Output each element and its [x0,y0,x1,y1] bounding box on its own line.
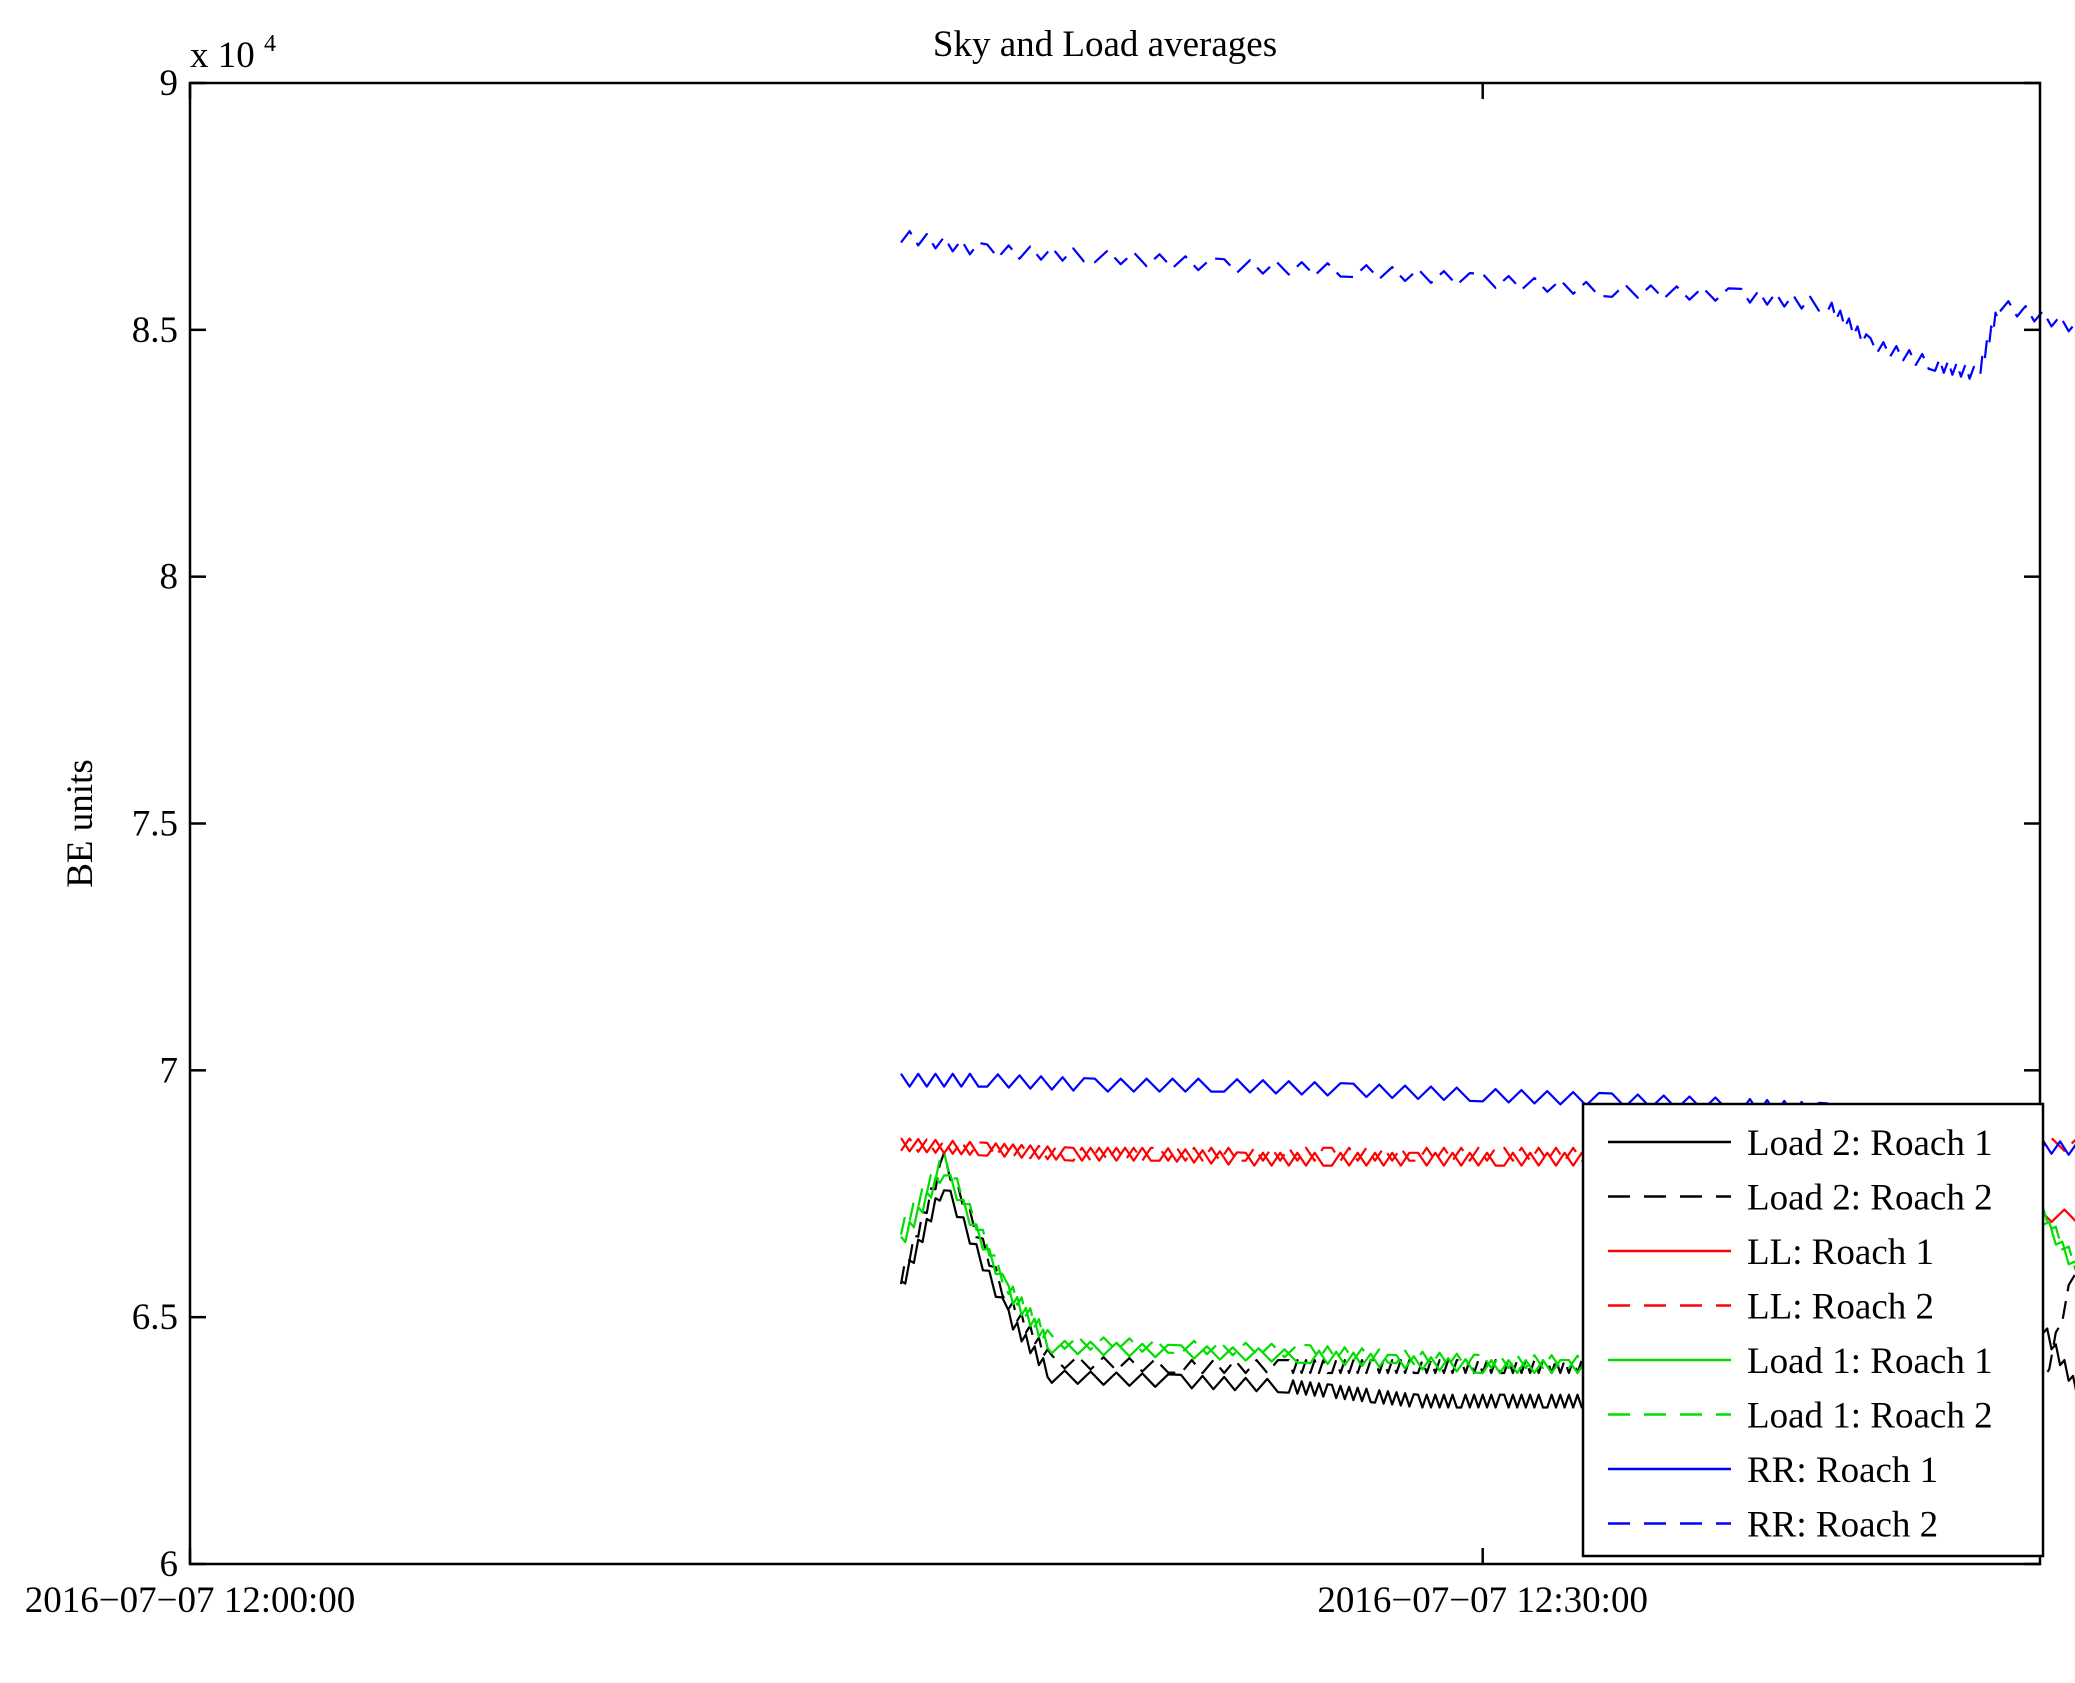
series-line-7 [900,1072,2075,1156]
y-tick-label: 8 [160,557,179,598]
legend-label: Load 2: Roach 2 [1747,1178,1993,1219]
legend-label: RR: Roach 2 [1747,1505,1938,1546]
legend: Load 2: Roach 1 Load 2: Roach 2 LL: Roach … [1581,1102,2045,1558]
y-tick-label: 9 [160,63,179,104]
legend-box [1581,1102,2045,1558]
y-multiplier-exponent: 4 [264,31,276,57]
legend-items: Load 2: Roach 1 Load 2: Roach 2 LL: Roach … [1608,1123,1993,1546]
y-tick-label: 8.5 [132,310,178,351]
legend-label: LL: Roach 1 [1747,1232,1934,1273]
y-tick-label: 7.5 [132,804,178,845]
series-line-8 [900,230,2075,380]
legend-label: Load 2: Roach 1 [1747,1123,1993,1164]
y-axis-label: BE units [60,759,101,888]
y-multiplier: x 10 4 [190,31,276,76]
legend-label: Load 1: Roach 2 [1747,1396,1993,1437]
x-tick-label: 2016−07−07 12:30:00 [1317,1580,1648,1621]
y-tick-label: 6.5 [132,1297,178,1338]
ticks-layer: 6 6.5 7 7.5 8 8.5 9 2016−07−07 12:00:00 2016−07−… [25,63,2040,1621]
legend-label: LL: Roach 2 [1747,1287,1934,1328]
legend-label: RR: Roach 1 [1747,1450,1938,1491]
x-tick-label: 2016−07−07 12:00:00 [25,1580,356,1621]
y-multiplier-base: x 10 [190,35,255,76]
chart-title: Sky and Load averages [933,24,1277,65]
legend-label: Load 1: Roach 1 [1747,1341,1993,1382]
y-tick-label: 6 [160,1544,179,1585]
y-tick-label: 7 [160,1050,179,1091]
